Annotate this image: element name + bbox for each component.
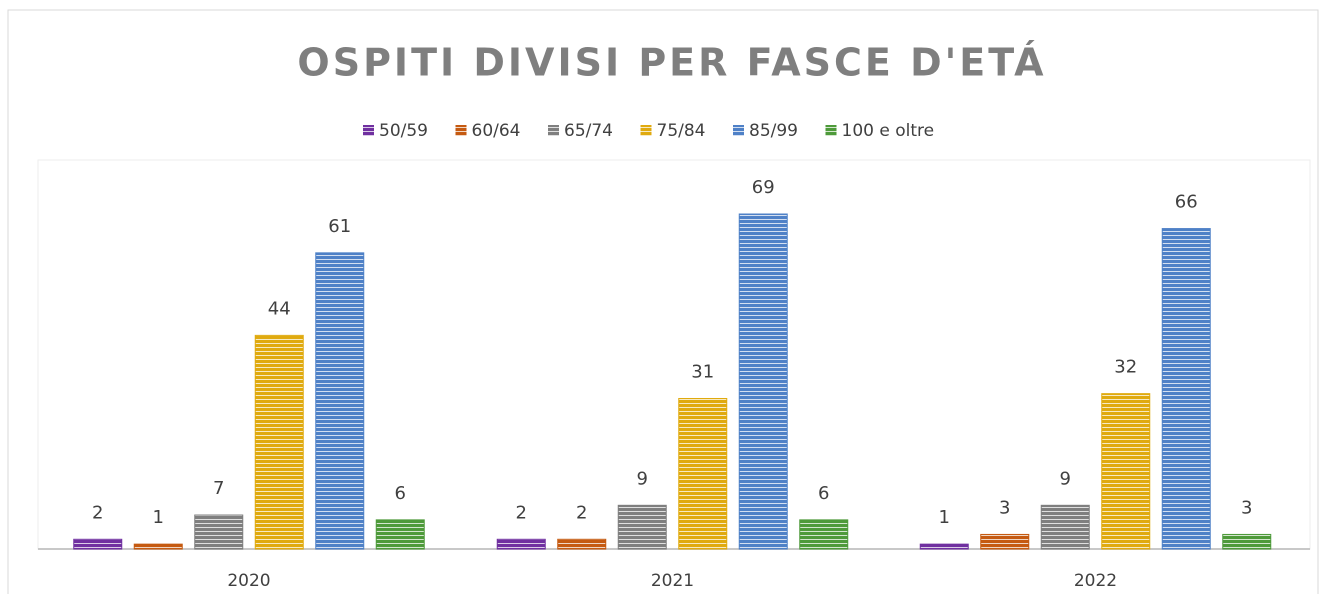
legend-label: 50/59 xyxy=(379,121,428,141)
data-label: 66 xyxy=(1175,192,1198,213)
legend-label: 85/99 xyxy=(749,121,798,141)
legend-label: 65/74 xyxy=(564,121,613,141)
bar xyxy=(73,538,123,550)
data-label: 44 xyxy=(268,298,291,319)
data-label: 2 xyxy=(576,502,587,523)
data-label: 6 xyxy=(818,483,829,504)
data-label: 9 xyxy=(637,468,648,489)
bar xyxy=(617,504,667,550)
legend-swatch xyxy=(548,125,559,136)
data-label: 3 xyxy=(1241,497,1252,518)
x-tick-label: 2021 xyxy=(651,571,694,591)
plot-area xyxy=(37,159,1311,550)
bar xyxy=(557,538,607,550)
data-label: 3 xyxy=(999,497,1010,518)
x-tick-label: 2022 xyxy=(1074,571,1117,591)
chart-title: OSPITI DIVISI PER FASCE D'ETÁ xyxy=(297,41,1046,85)
data-label: 31 xyxy=(691,361,714,382)
legend-label: 75/84 xyxy=(657,121,706,141)
bar xyxy=(738,213,788,550)
bar xyxy=(375,519,425,550)
legend-swatch xyxy=(640,125,652,136)
data-label: 69 xyxy=(752,177,775,198)
data-label: 1 xyxy=(153,507,164,528)
legend-swatch xyxy=(733,125,744,136)
data-label: 9 xyxy=(1060,468,1071,489)
bar xyxy=(799,519,849,550)
bar xyxy=(1161,228,1211,550)
data-label: 61 xyxy=(328,216,351,237)
legend-swatch xyxy=(363,125,374,136)
data-label: 2 xyxy=(92,502,103,523)
legend-swatch xyxy=(825,125,837,136)
bar xyxy=(919,543,969,550)
bar xyxy=(194,514,244,550)
data-label: 32 xyxy=(1114,357,1137,378)
legend-label: 100 e oltre xyxy=(842,121,935,141)
bar xyxy=(254,334,304,550)
legend-swatch xyxy=(455,125,467,136)
bar xyxy=(133,543,183,550)
data-label: 1 xyxy=(939,507,950,528)
bar xyxy=(1222,533,1272,550)
data-label: 7 xyxy=(213,478,224,499)
bar xyxy=(1040,504,1090,550)
x-tick-label: 2020 xyxy=(227,571,270,591)
bar xyxy=(315,252,365,550)
bar xyxy=(1101,393,1151,550)
data-label: 6 xyxy=(395,483,406,504)
legend-label: 60/64 xyxy=(472,121,521,141)
data-label: 2 xyxy=(516,502,527,523)
bar xyxy=(980,533,1030,550)
bar xyxy=(496,538,546,550)
bar xyxy=(678,397,728,550)
